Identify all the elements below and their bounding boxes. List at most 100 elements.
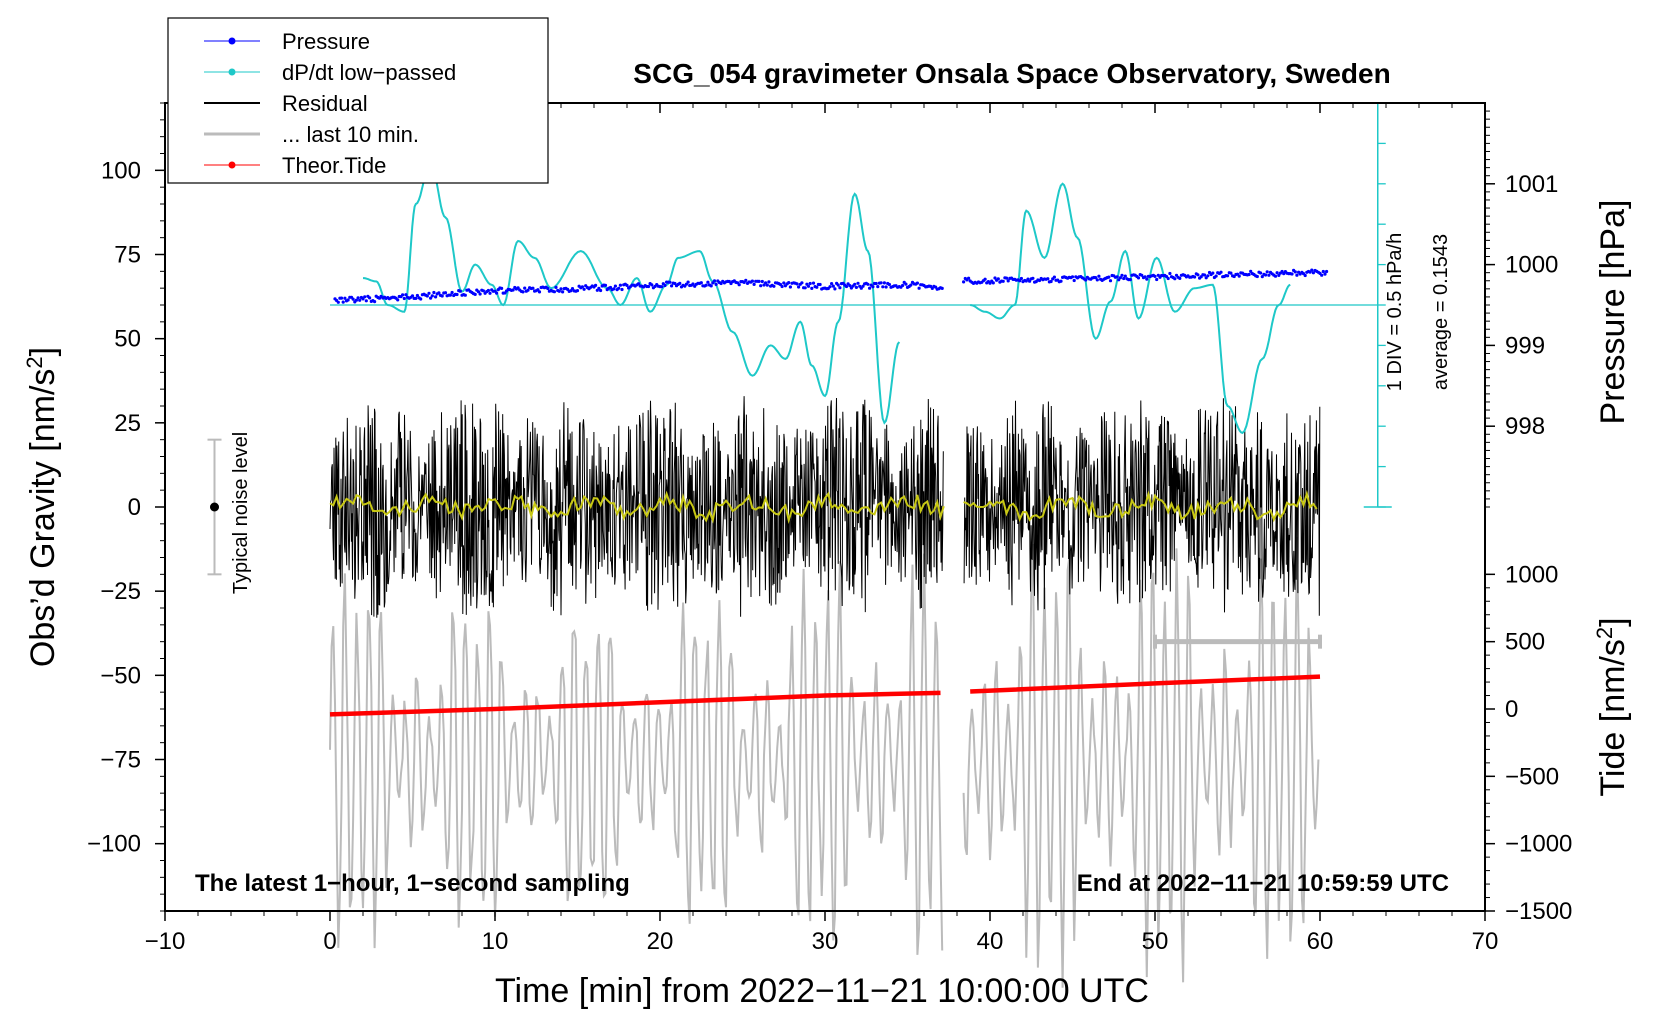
pressure-point [1277, 273, 1281, 277]
pressure-point [612, 287, 616, 291]
pressure-point [396, 298, 400, 302]
pressure-point [1214, 274, 1218, 278]
pressure-point [788, 285, 793, 289]
pressure-point [500, 286, 504, 290]
pressure-point [760, 279, 764, 284]
pressure-point [625, 283, 629, 287]
pressure-point [712, 279, 717, 283]
pressure-point [1193, 275, 1197, 279]
pressure-point [356, 296, 360, 300]
pressure-point [861, 284, 865, 288]
pressure-point [617, 286, 621, 290]
pressure-point [646, 284, 651, 289]
pressure-point [1290, 272, 1294, 276]
pressure-point [815, 285, 819, 289]
pressure-point [991, 281, 995, 285]
pressure-point [993, 276, 997, 280]
pressure-point [803, 286, 807, 290]
pressure-point [782, 281, 786, 285]
y-tick-label: −25 [100, 578, 141, 605]
pressure-point [1226, 274, 1230, 278]
pressure-point [828, 285, 832, 289]
pressure-tick-label: 1000 [1505, 252, 1558, 279]
pressure-point [570, 287, 575, 291]
pressure-point [1028, 279, 1032, 283]
x-tick-label: 60 [1307, 928, 1334, 955]
pressure-point [750, 279, 755, 283]
y-tick-label: 0 [128, 494, 141, 521]
pressure-point [719, 281, 723, 286]
pressure-point [764, 281, 768, 285]
legend-label: Theor.Tide [282, 153, 386, 178]
pressure-point [1115, 275, 1119, 279]
pressure-point [636, 282, 641, 286]
pressure-point [797, 285, 801, 289]
legend-box [167, 17, 549, 184]
legend-marker [228, 161, 236, 169]
pressure-point [1173, 277, 1177, 281]
pressure-point [663, 283, 667, 288]
pressure-point [765, 283, 769, 287]
pressure-point [364, 299, 368, 303]
pressure-point [476, 290, 481, 294]
pressure-point [882, 281, 887, 285]
pressure-point [767, 280, 771, 284]
pressure-point [780, 284, 784, 289]
pressure-point [772, 284, 776, 288]
pressure-point [1122, 276, 1126, 281]
tide-axis-title-close: ] [1594, 617, 1632, 626]
pressure-point [831, 284, 835, 288]
pressure-point [368, 296, 372, 300]
pressure-point [618, 283, 623, 287]
pressure-point [833, 287, 837, 291]
pressure-point [962, 280, 966, 284]
pressure-point [1123, 274, 1127, 278]
pressure-point [432, 290, 436, 295]
pressure-point [523, 286, 527, 290]
pressure-point [686, 280, 690, 284]
pressure-point [603, 283, 608, 287]
pressure-point [1018, 279, 1022, 283]
pressure-point [744, 278, 748, 282]
pressure-point [1202, 273, 1207, 277]
pressure-point [706, 280, 710, 284]
residual-trace [329, 396, 1321, 618]
pressure-point [1211, 271, 1215, 275]
pressure-point [594, 283, 598, 287]
pressure-scale-div: 1 DIV = 0.5 hPa/h [1384, 233, 1406, 391]
pressure-point [608, 285, 613, 290]
pressure-point [853, 282, 857, 286]
pressure-point [339, 296, 344, 300]
pressure-point [714, 282, 718, 286]
pressure-point [1019, 276, 1024, 281]
pressure-point [1237, 274, 1241, 278]
pressure-point [1108, 279, 1113, 283]
pressure-point [531, 286, 535, 290]
pressure-point [1095, 278, 1099, 282]
pressure-point [887, 282, 892, 287]
pressure-point [495, 291, 499, 295]
pressure-point [613, 284, 618, 288]
pressure-point [709, 284, 713, 288]
x-axis: −10 0 10 20 30 40 50 60 70 [145, 103, 1498, 955]
annotation-bottom-right: End at 2022−11−21 10:59:59 UTC [1077, 870, 1449, 897]
pressure-point [1084, 278, 1088, 282]
pressure-point [450, 290, 454, 295]
pressure-point [481, 289, 485, 293]
y-axis-title-close: ] [24, 347, 62, 356]
pressure-point [884, 285, 888, 289]
x-tick-label: 20 [647, 928, 674, 955]
pressure-point [940, 286, 944, 290]
chart-marks [207, 102, 1392, 988]
chart-title: SCG_054 gravimeter Onsala Space Observat… [633, 58, 1390, 89]
pressure-point [455, 292, 459, 297]
pressure-point [486, 288, 490, 293]
pressure-tick-label: 999 [1505, 332, 1545, 359]
pressure-point [806, 284, 811, 288]
pressure-point [810, 286, 814, 290]
pressure-point [868, 286, 872, 290]
legend-marker [228, 68, 236, 76]
pressure-point [415, 293, 419, 298]
x-tick-label: 40 [977, 928, 1004, 955]
